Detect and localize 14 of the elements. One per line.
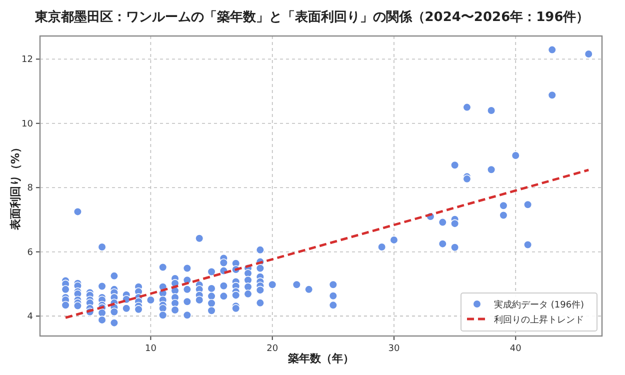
y-tick-label: 8 [27, 184, 34, 194]
x-tick-label: 10 [144, 344, 157, 354]
y-tick-label: 12 [22, 55, 33, 66]
legend-label: 実成約データ (196件) [494, 300, 584, 310]
x-axis-title: 築年数（年） [287, 352, 354, 365]
y-tick-label: 6 [27, 248, 34, 258]
y-axis-title: 表面利回り（%） [9, 142, 22, 232]
legend-label: 利回りの上昇トレンド [494, 314, 584, 326]
x-tick-label: 40 [510, 344, 522, 354]
chart-title: 東京都墨田区：ワンルームの「築年数」と「表面利回り」の関係（2024〜2026年：196件） [34, 9, 590, 25]
x-tick-label: 30 [388, 344, 400, 354]
y-tick-label: 4 [27, 312, 34, 322]
x-tick-label: 20 [266, 344, 278, 354]
y-tick-label: 10 [22, 119, 34, 130]
